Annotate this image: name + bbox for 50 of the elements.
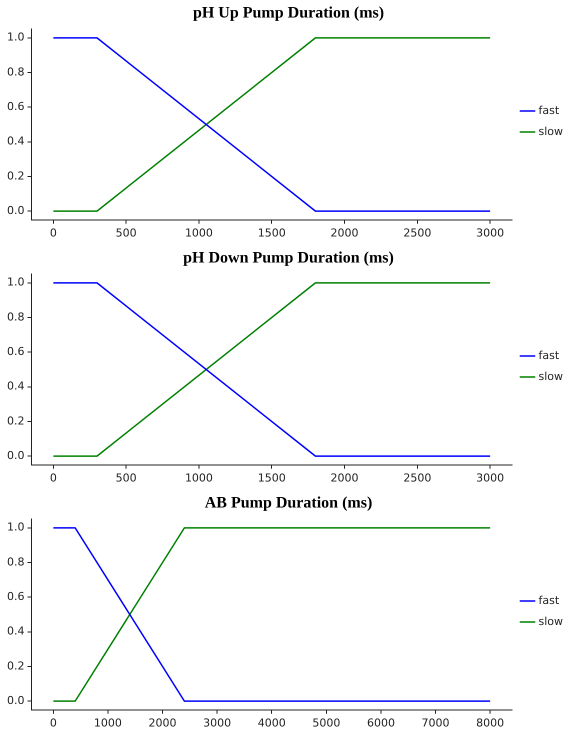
x-tick-label: 6000 (366, 716, 395, 730)
chart-title: AB Pump Duration (ms) (204, 494, 372, 512)
y-tick-label: 0.6 (6, 590, 24, 604)
x-tick-label: 3000 (203, 716, 232, 730)
x-tick-label: 4000 (258, 716, 286, 730)
y-tick-label: 0.2 (6, 169, 24, 182)
x-tick-label: 1500 (258, 471, 286, 484)
y-tick-label: 1.0 (6, 30, 24, 44)
y-tick-label: 0.0 (6, 204, 24, 217)
y-tick-label: 0.2 (6, 659, 24, 672)
x-tick-label: 2000 (330, 226, 359, 240)
x-tick-label: 2000 (330, 471, 359, 484)
y-tick-label: 0.4 (6, 380, 24, 393)
y-tick-label: 0.8 (6, 555, 24, 568)
x-tick-label: 1500 (258, 226, 286, 240)
y-tick-label: 0.6 (6, 100, 24, 114)
x-tick-label: 1000 (184, 471, 213, 484)
y-tick-label: 1.0 (6, 520, 24, 534)
legend-label: fast (538, 104, 560, 117)
legend-label: fast (538, 348, 560, 362)
x-tick-label: 2500 (403, 226, 432, 240)
x-tick-label: 0 (50, 471, 57, 484)
y-tick-label: 0.8 (6, 310, 24, 324)
x-tick-label: 500 (116, 226, 137, 240)
legend-label: fast (538, 594, 560, 607)
x-tick-label: 2500 (403, 471, 432, 484)
y-tick-label: 0.8 (6, 65, 24, 78)
y-tick-label: 0.6 (6, 345, 24, 358)
y-tick-label: 0.4 (6, 134, 24, 148)
legend-label: slow (538, 614, 564, 628)
y-tick-label: 0.4 (6, 624, 24, 638)
legend-label: slow (538, 124, 564, 138)
y-tick-label: 0.0 (6, 448, 24, 462)
y-tick-label: 0.2 (6, 414, 24, 428)
y-tick-label: 1.0 (6, 276, 24, 289)
x-tick-label: 7000 (422, 716, 450, 730)
y-tick-label: 0.0 (6, 694, 24, 707)
x-tick-label: 0 (50, 226, 57, 240)
x-tick-label: 3000 (476, 471, 504, 484)
x-tick-label: 5000 (312, 716, 340, 730)
chart-title: pH Down Pump Duration (ms) (183, 250, 394, 267)
x-tick-label: 8000 (476, 716, 504, 730)
x-tick-label: 1000 (94, 716, 122, 730)
x-tick-label: 0 (50, 716, 57, 730)
legend-label: slow (538, 370, 564, 383)
x-tick-label: 1000 (184, 226, 213, 240)
x-tick-label: 2000 (148, 716, 177, 730)
x-tick-label: 500 (116, 471, 137, 484)
x-tick-label: 3000 (476, 226, 504, 240)
chart-title: pH Up Pump Duration (ms) (192, 4, 384, 22)
